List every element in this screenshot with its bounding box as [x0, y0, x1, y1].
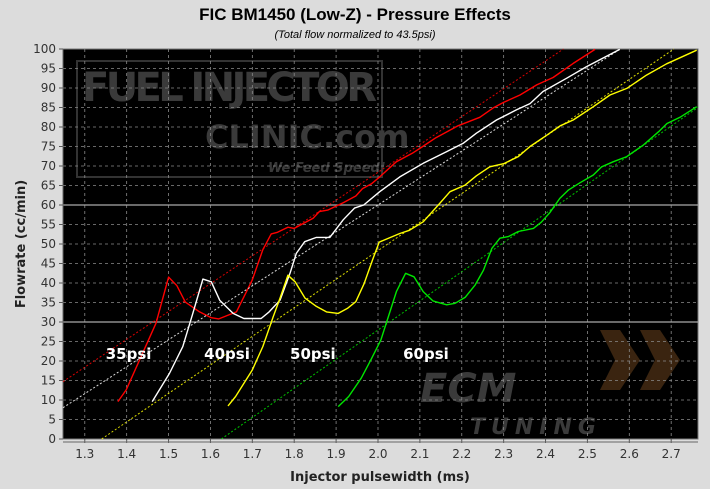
annotation-label: 35psi [106, 345, 152, 363]
watermark-line-1: FUEL INJECTOR [82, 65, 377, 111]
watermark-frame [76, 60, 383, 178]
y-tick-label: 90 [41, 81, 56, 95]
y-tick-label: 50 [41, 237, 56, 251]
series-50psi [101, 48, 697, 440]
y-tick-label: 55 [41, 218, 56, 232]
y-tick-label: 20 [41, 354, 56, 368]
y-tick-label: 95 [41, 62, 56, 76]
x-tick-label: 1.7 [243, 447, 262, 461]
x-tick-label: 2.3 [494, 447, 513, 461]
annotation-label: 60psi [403, 345, 449, 363]
watermark-tuning: TUNING [470, 415, 602, 440]
y-tick-label: 45 [41, 257, 56, 271]
series-35psi [62, 48, 596, 403]
watermark-line-3: We Feed Speed! [268, 161, 386, 176]
y-tick-label: 100 [33, 42, 56, 56]
x-tick-label: 2.1 [410, 447, 429, 461]
series-60psi [221, 106, 699, 440]
data-line-50psi [227, 49, 697, 407]
annotations: 35psi 40psi 50psi 60psi [106, 345, 449, 363]
trend-line-50psi [101, 48, 675, 440]
data-line-35psi [117, 48, 596, 403]
x-tick-label: 2.7 [662, 447, 681, 461]
x-tick-label: 1.8 [285, 447, 304, 461]
annotation-label: 50psi [290, 345, 336, 363]
annotation-label: 40psi [204, 345, 250, 363]
x-tick-label: 2.6 [620, 447, 639, 461]
chart-title: FIC BM1450 (Low-Z) - Pressure Effects [199, 5, 511, 24]
y-tick-label: 40 [41, 276, 56, 290]
y-tick-label: 35 [41, 296, 56, 310]
trend-line-60psi [221, 106, 699, 440]
y-tick-label: 5 [48, 413, 56, 427]
x-tick-label: 1.6 [201, 447, 220, 461]
y-tick-label: 75 [41, 140, 56, 154]
x-tick-label: 2.2 [452, 447, 471, 461]
y-tick-label: 80 [41, 120, 56, 134]
y-tick-label: 0 [48, 432, 56, 446]
trend-line-40psi [62, 48, 621, 409]
x-tick-label: 1.9 [327, 447, 346, 461]
y-tick-label: 30 [41, 315, 56, 329]
x-tick-label: 2.0 [368, 447, 387, 461]
data-line-40psi [151, 48, 621, 402]
y-tick-label: 10 [41, 393, 56, 407]
chart-subtitle: (Total flow normalized to 43.5psi) [274, 29, 435, 41]
x-tick-label: 1.4 [117, 447, 136, 461]
y-tick-label: 65 [41, 179, 56, 193]
watermark-ecm: ECM [420, 366, 516, 412]
watermark-line-2: CLINIC.com [205, 118, 409, 156]
series-40psi [62, 48, 621, 409]
series-layer [62, 48, 699, 440]
y-tick-label: 25 [41, 335, 56, 349]
x-tick-label: 1.5 [159, 447, 178, 461]
y-tick-label: 60 [41, 198, 56, 212]
data-line-60psi [337, 106, 698, 408]
watermark-chevrons-icon [600, 330, 680, 390]
y-tick-label: 15 [41, 374, 56, 388]
axis-ticks: 0 5 10 15 20 25 30 35 40 45 50 55 60 65 70 75 80 85 90 95 10… [33, 42, 698, 461]
y-axis-label: Flowrate (cc/min) [14, 180, 29, 308]
y-tick-label: 70 [41, 159, 56, 173]
x-tick-label: 2.4 [536, 447, 555, 461]
x-axis-label: Injector pulsewidth (ms) [290, 470, 470, 485]
x-tick-label: 1.3 [75, 447, 94, 461]
grid [63, 49, 698, 439]
trend-line-35psi [62, 48, 564, 383]
x-tick-label: 2.5 [578, 447, 597, 461]
y-tick-label: 85 [41, 101, 56, 115]
